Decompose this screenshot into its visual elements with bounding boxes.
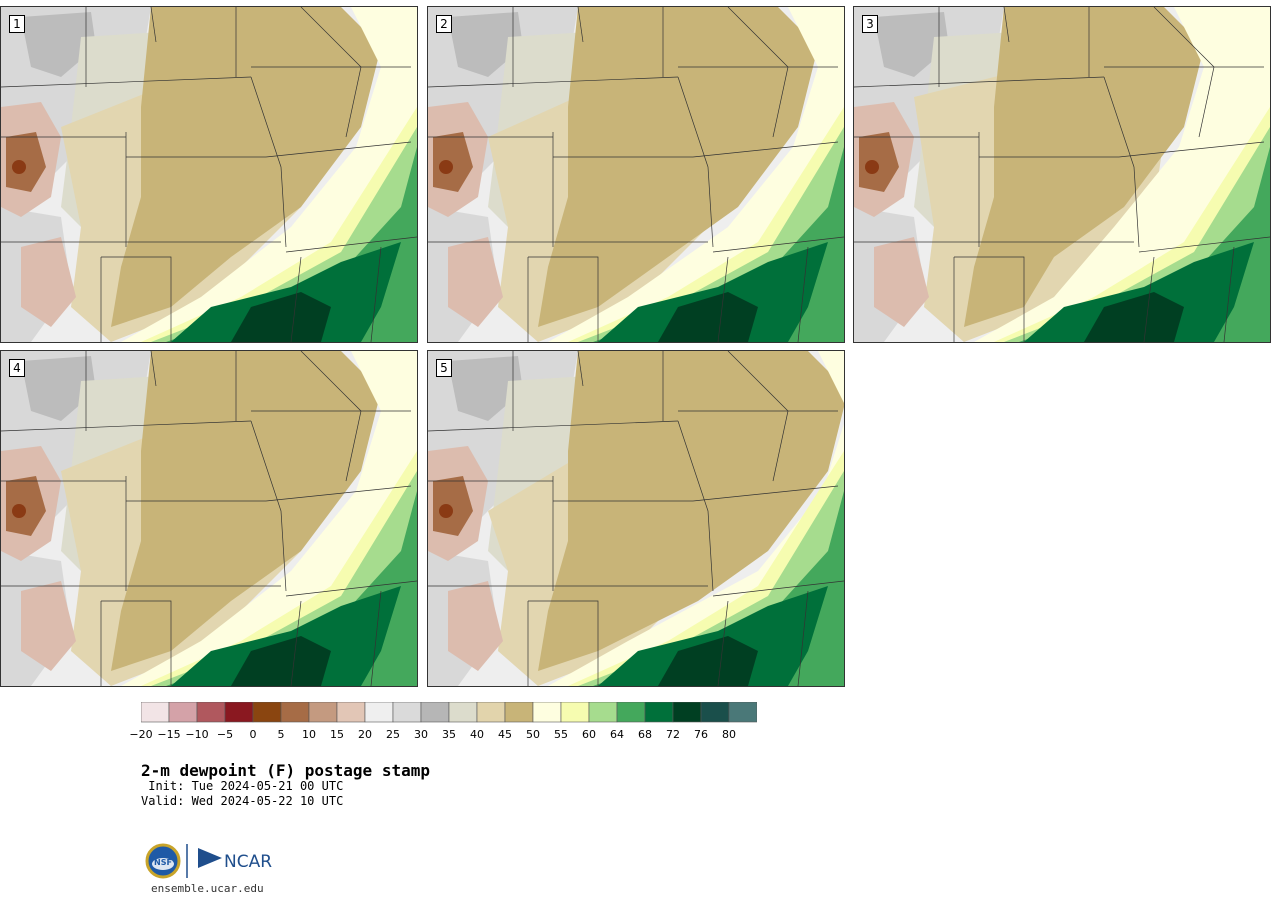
- ncar-text: NCAR: [224, 852, 272, 872]
- colorbar-ticks: −20 −15 −10 −5 0 5 10 15 20 25 30 35 40 45 50 55 60 64 68 7…: [129, 726, 781, 742]
- panel-4: 4: [0, 350, 418, 687]
- colorbar-swatch: [644, 702, 674, 723]
- dewpoint-map: [428, 7, 844, 342]
- nsf-seal-text: NSF: [154, 858, 172, 867]
- colorbar-swatch: [476, 702, 506, 723]
- panel-label: 4: [9, 359, 25, 377]
- colorbar-tick-label: 25: [386, 728, 400, 741]
- colorbar-swatch: [672, 702, 702, 723]
- colorbar-tick-label: 35: [442, 728, 456, 741]
- site-url: ensemble.ucar.edu: [151, 882, 264, 895]
- colorbar-swatch: [728, 702, 757, 723]
- panel-2: 2: [427, 6, 845, 343]
- colorbar-tick-label: −20: [129, 728, 153, 741]
- colorbar: [141, 702, 757, 723]
- panel-label: 3: [862, 15, 878, 33]
- colorbar-swatch: [364, 702, 394, 723]
- colorbar-tick-label: 55: [554, 728, 568, 741]
- colorbar-swatch: [420, 702, 450, 723]
- colorbar-swatch: [392, 702, 422, 723]
- colorbar-tick-label: 40: [470, 728, 484, 741]
- colorbar-swatch: [588, 702, 618, 723]
- colorbar-swatch: [308, 702, 338, 723]
- colorbar-tick-label: 15: [330, 728, 344, 741]
- colorbar-swatch: [280, 702, 310, 723]
- colorbar-tick-label: 50: [526, 728, 540, 741]
- colorbar-tick-label: 5: [277, 728, 285, 741]
- dewpoint-map: [1, 351, 417, 686]
- init-time: Init: Tue 2024-05-21 00 UTC: [141, 779, 344, 793]
- panel-5: 5: [427, 350, 845, 687]
- colorbar-tick-label: 30: [414, 728, 428, 741]
- colorbar-tick-label: 20: [358, 728, 372, 741]
- colorbar-tick-label: −15: [157, 728, 181, 741]
- valid-time: Valid: Wed 2024-05-22 10 UTC: [141, 794, 344, 808]
- colorbar-swatch: [532, 702, 562, 723]
- colorbar-swatch: [616, 702, 646, 723]
- colorbar-tick-label: 76: [694, 728, 708, 741]
- colorbar-swatch: [141, 702, 170, 723]
- colorbar-swatch: [448, 702, 478, 723]
- colorbar-tick-label: 64: [610, 728, 624, 741]
- colorbar-tick-label: 72: [666, 728, 680, 741]
- colorbar-tick-label: 68: [638, 728, 652, 741]
- panel-label: 2: [436, 15, 452, 33]
- colorbar-swatch: [224, 702, 254, 723]
- colorbar-swatch: [168, 702, 198, 723]
- ncar-wedge-icon: [198, 848, 222, 868]
- colorbar-tick-label: −10: [185, 728, 209, 741]
- colorbar-tick-label: 0: [249, 728, 257, 741]
- colorbar-tick-label: 60: [582, 728, 596, 741]
- page-title: 2-m dewpoint (F) postage stamp: [141, 761, 430, 780]
- colorbar-swatch: [560, 702, 590, 723]
- dewpoint-map: [428, 351, 844, 686]
- colorbar-swatch: [504, 702, 534, 723]
- colorbar-tick-label: −5: [216, 728, 234, 741]
- colorbar-tick-label: 80: [722, 728, 736, 741]
- panel-label: 1: [9, 15, 25, 33]
- panel-1: 1: [0, 6, 418, 343]
- dewpoint-map: [854, 7, 1270, 342]
- panel-label: 5: [436, 359, 452, 377]
- colorbar-tick-label: 45: [498, 728, 512, 741]
- colorbar-tick-label: 10: [302, 728, 316, 741]
- nsf-ncar-logo: NSF NCAR: [145, 843, 272, 879]
- colorbar-swatch: [252, 702, 282, 723]
- colorbar-swatch: [336, 702, 366, 723]
- colorbar-swatch: [196, 702, 226, 723]
- colorbar-swatch: [700, 702, 730, 723]
- panel-3: 3: [853, 6, 1271, 343]
- dewpoint-map: [1, 7, 417, 342]
